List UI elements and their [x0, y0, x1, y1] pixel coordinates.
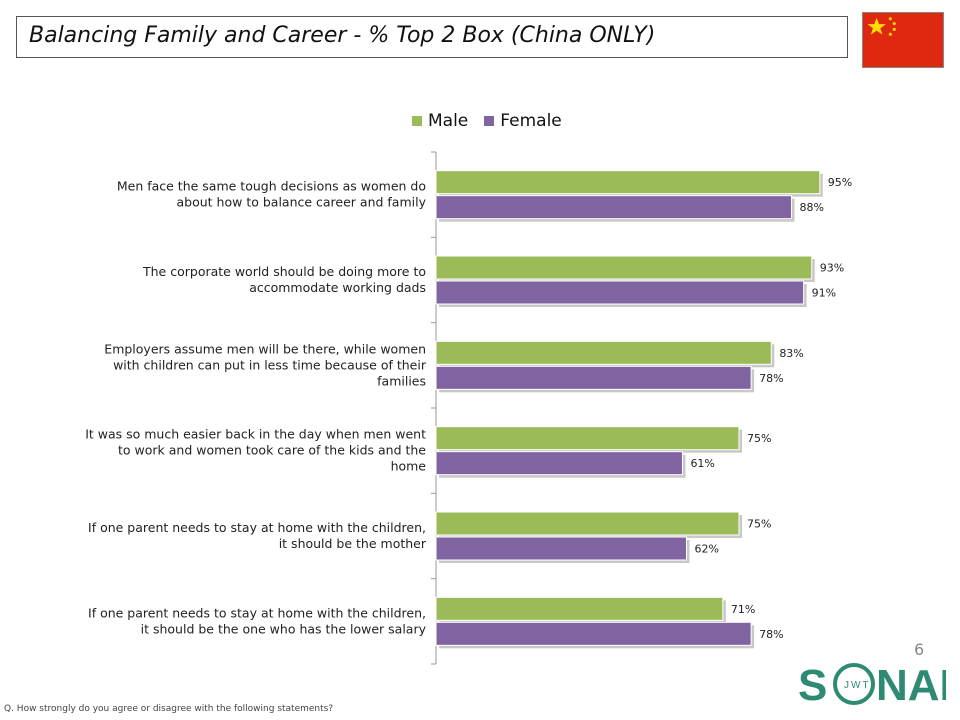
sonar-jwt-logo: S JWT NAR [798, 661, 946, 710]
legend-swatch-male [412, 116, 422, 126]
svg-text:NAR: NAR [876, 661, 946, 710]
bar-female-2 [435, 280, 805, 305]
bar-male-3 [435, 340, 772, 365]
bar-female-1 [435, 195, 793, 220]
chart-legend: Male Female [412, 110, 578, 132]
page-number: 6 [914, 640, 925, 659]
flag-small-star-2 [892, 22, 896, 26]
category-label-3: Employers assume men will be there, whil… [104, 341, 427, 388]
data-label-male-2: 93% [820, 262, 844, 275]
data-label-female-5: 62% [694, 543, 718, 556]
legend-item-male: Male [412, 111, 468, 131]
bar-male-4 [435, 426, 740, 451]
bar-male-6 [435, 596, 724, 621]
data-label-female-3: 78% [759, 372, 783, 385]
china-flag-icon [862, 12, 944, 68]
data-label-female-4: 61% [690, 457, 714, 470]
legend-label-male: Male [428, 111, 469, 131]
data-label-male-5: 75% [747, 518, 771, 531]
flag-small-star-3 [892, 27, 896, 31]
data-label-female-2: 91% [812, 287, 836, 300]
bar-male-2 [435, 255, 813, 280]
data-label-male-1: 95% [828, 176, 852, 189]
bar-female-4 [435, 451, 683, 476]
category-label-4: It was so much easier back in the day wh… [85, 427, 426, 474]
flag-large-star [867, 17, 886, 35]
category-label-1: Men face the same tough decisions as wom… [117, 179, 427, 210]
bar-female-3 [435, 365, 752, 390]
svg-text:S: S [798, 661, 827, 710]
flag-small-star-1 [888, 17, 892, 21]
legend-label-female: Female [500, 111, 562, 131]
category-label-6: If one parent needs to stay at home with… [88, 605, 427, 636]
data-label-male-4: 75% [747, 432, 771, 445]
category-label-5: If one parent needs to stay at home with… [88, 520, 427, 551]
title-box: Balancing Family and Career - % Top 2 Bo… [16, 16, 848, 58]
data-label-female-6: 78% [759, 628, 783, 641]
flag-small-star-4 [888, 32, 892, 36]
bar-female-5 [435, 536, 687, 561]
legend-item-female: Female [484, 111, 562, 131]
bar-female-6 [435, 621, 752, 646]
bar-male-1 [435, 170, 821, 195]
bar-male-5 [435, 511, 740, 536]
data-label-male-3: 83% [779, 347, 803, 360]
footnote: Q. How strongly do you agree or disagree… [4, 704, 334, 714]
data-label-female-1: 88% [800, 201, 824, 214]
legend-swatch-female [484, 116, 495, 126]
category-label-2: The corporate world should be doing more… [142, 264, 426, 295]
page-title: Balancing Family and Career - % Top 2 Bo… [29, 23, 656, 48]
svg-text:JWT: JWT [844, 680, 871, 691]
data-label-male-6: 71% [731, 603, 755, 616]
